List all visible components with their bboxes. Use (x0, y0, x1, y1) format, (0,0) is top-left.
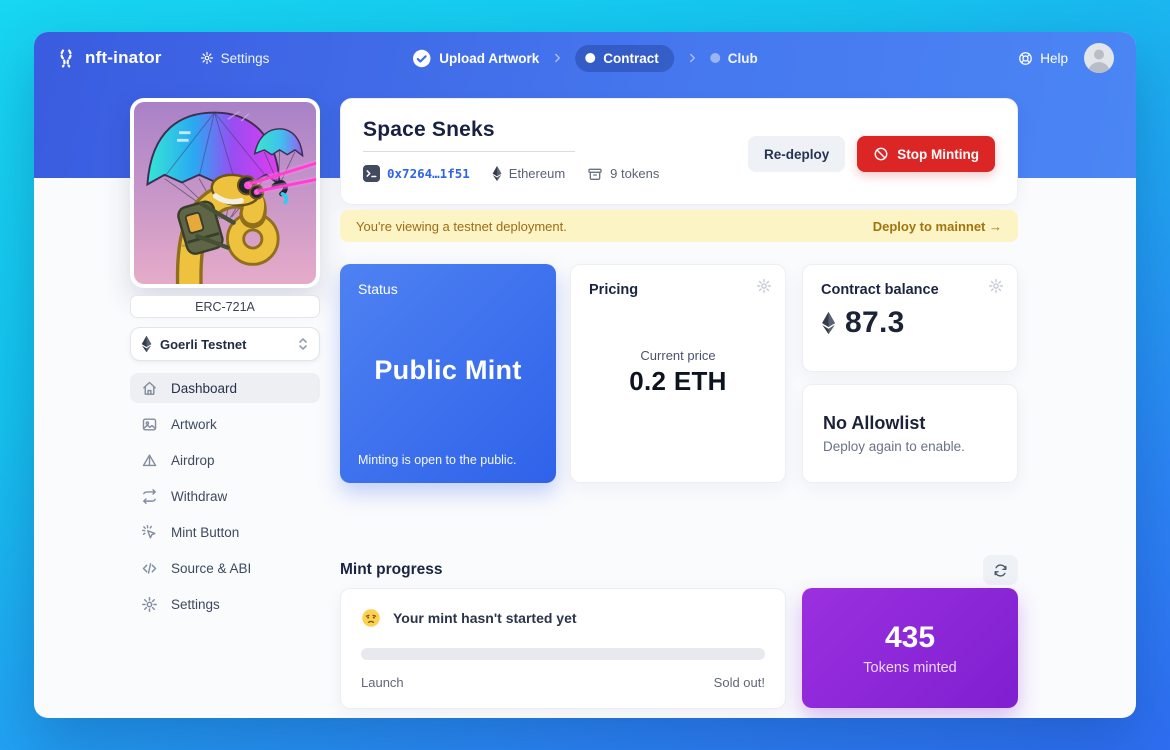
refresh-icon (993, 563, 1008, 578)
sidebar-item-dashboard[interactable]: Dashboard (130, 373, 320, 403)
current-price-value: 0.2 ETH (629, 366, 727, 396)
sidebar-item-mint-button[interactable]: Mint Button (130, 517, 320, 547)
terminal-icon (363, 165, 380, 182)
balance-settings-gear-icon[interactable] (988, 278, 1004, 294)
sidebar-item-airdrop[interactable]: Airdrop (130, 445, 320, 475)
prohibition-icon (873, 146, 889, 162)
sad-emoji-icon (361, 608, 381, 628)
tokens-minted-value: 435 (884, 620, 936, 654)
contract-address-link[interactable]: 0x7264…1f51 (363, 165, 470, 182)
network-meta: Ethereum (492, 165, 565, 182)
nft-preview-image (134, 102, 316, 284)
project-header-card: Space Sneks 0x7264…1f51 Ethereum (340, 98, 1018, 205)
progress-labels: Launch Sold out! (361, 675, 765, 690)
chevron-right-icon (550, 51, 564, 65)
mint-progress-bar (361, 648, 765, 660)
price-block: Current price 0.2 ETH (571, 348, 785, 397)
refresh-button[interactable] (983, 555, 1018, 585)
airdrop-triangle-icon (140, 452, 158, 469)
pricing-card: Pricing Current price 0.2 ETH (570, 264, 786, 483)
tokens-minted-card: 435 Tokens minted (802, 588, 1018, 708)
pricing-settings-gear-icon[interactable] (756, 278, 772, 294)
archive-box-icon (587, 166, 603, 182)
allowlist-card: No Allowlist Deploy again to enable. (802, 384, 1018, 483)
token-count-meta: 9 tokens (587, 166, 659, 182)
transfer-arrows-icon (140, 488, 158, 505)
network-select-value: Goerli Testnet (160, 336, 247, 352)
logo-wave-icon (56, 48, 77, 69)
cursor-click-icon (140, 524, 158, 541)
gear-icon (200, 51, 214, 65)
sidebar-item-artwork[interactable]: Artwork (130, 409, 320, 439)
sidebar-item-settings[interactable]: Settings (130, 589, 320, 619)
nft-preview-card (130, 98, 320, 288)
stop-minting-button[interactable]: Stop Minting (857, 136, 995, 172)
sidebar-item-withdraw[interactable]: Withdraw (130, 481, 320, 511)
eth-diamond-icon (821, 311, 836, 335)
up-down-chevrons-icon (297, 337, 309, 351)
testnet-banner: You're viewing a testnet deployment. Dep… (340, 210, 1018, 242)
title-underline (363, 151, 575, 152)
token-standard-badge: ERC-721A (130, 295, 320, 318)
step-club[interactable]: Club (709, 51, 758, 66)
deploy-stepper: Upload Artwork Contract Club (412, 32, 758, 84)
help-button[interactable]: Help (1018, 51, 1068, 66)
redeploy-button[interactable]: Re-deploy (748, 136, 846, 172)
chevron-right-icon (685, 51, 699, 65)
app-window: nft-inator Settings Upload Artwork Contr… (34, 32, 1136, 718)
upcoming-step-dot (709, 53, 720, 63)
contract-balance-card: Contract balance 87.3 (802, 264, 1018, 372)
eth-diamond-icon (492, 165, 502, 182)
active-step-dot (585, 53, 596, 63)
nav-right-group: Help (1018, 43, 1114, 73)
step-upload-artwork[interactable]: Upload Artwork (412, 49, 539, 68)
image-icon (140, 416, 158, 433)
app-logo[interactable]: nft-inator (56, 48, 162, 69)
step-contract[interactable]: Contract (575, 44, 674, 72)
mint-empty-state: Your mint hasn't started yet (361, 608, 765, 628)
code-icon (140, 560, 158, 577)
check-circle-icon (412, 49, 431, 68)
status-value: Public Mint (374, 354, 522, 385)
eth-diamond-icon (141, 335, 152, 353)
balance-value: 87.3 (845, 306, 905, 339)
status-card[interactable]: Status Public Mint Minting is open to th… (340, 264, 556, 483)
home-icon (140, 380, 158, 397)
banner-message: You're viewing a testnet deployment. (356, 218, 567, 234)
mint-progress-card: Your mint hasn't started yet Launch Sold… (340, 588, 786, 709)
app-name: nft-inator (85, 48, 162, 67)
header-actions: Re-deploy Stop Minting (748, 136, 995, 172)
gear-icon (140, 596, 158, 613)
nav-settings-button[interactable]: Settings (200, 51, 269, 66)
deploy-mainnet-link[interactable]: Deploy to mainnet → (872, 218, 1002, 234)
balance-row: 87.3 (821, 306, 999, 340)
sidebar-menu: Dashboard Artwork Airdrop Withdraw Mint … (130, 373, 320, 619)
top-navbar: nft-inator Settings Upload Artwork Contr… (34, 32, 1136, 84)
network-select[interactable]: Goerli Testnet (130, 327, 320, 361)
sidebar-item-source-abi[interactable]: Source & ABI (130, 553, 320, 583)
lifebuoy-help-icon (1018, 51, 1033, 66)
user-avatar[interactable] (1084, 43, 1114, 73)
mint-progress-header: Mint progress (340, 555, 1018, 585)
project-title[interactable]: Space Sneks (363, 118, 495, 141)
project-meta-row: 0x7264…1f51 Ethereum 9 tokens (363, 165, 995, 182)
main-content: Space Sneks 0x7264…1f51 Ethereum (340, 98, 1018, 718)
